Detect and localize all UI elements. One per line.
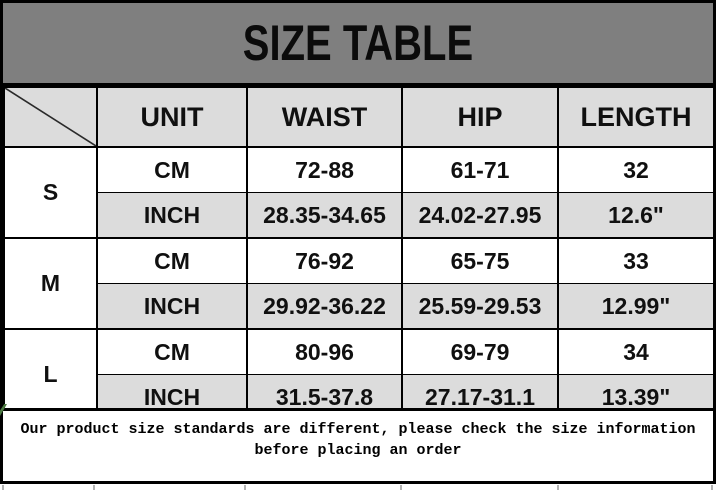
disclaimer-note: Our product size standards are different… <box>3 408 713 481</box>
grid-tick <box>400 485 402 490</box>
column-header-length: LENGTH <box>557 86 715 148</box>
unit-cell: CM <box>96 328 248 375</box>
column-header-waist: WAIST <box>246 86 403 148</box>
page-title: SIZE TABLE <box>242 15 474 71</box>
table-row-s-cm: S CM 72-88 61-71 32 <box>3 146 715 239</box>
hip-cell: 61-71 <box>401 146 559 193</box>
column-header-unit: UNIT <box>96 86 248 148</box>
grid-tick <box>93 485 95 490</box>
unit-cell: CM <box>96 146 248 193</box>
header-row: UNIT WAIST HIP LENGTH <box>3 86 715 148</box>
column-header-hip: HIP <box>401 86 559 148</box>
length-cell: 12.6" <box>557 192 715 239</box>
diagonal-line-icon <box>5 88 96 146</box>
size-label-m: M <box>3 237 98 330</box>
grid-tick <box>244 485 246 490</box>
unit-cell: CM <box>96 237 248 284</box>
disclaimer-line-2: before placing an order <box>254 442 462 459</box>
hip-cell: 69-79 <box>401 328 559 375</box>
grid-tick <box>2 485 4 490</box>
cropped-next-row-edge <box>0 484 719 490</box>
waist-cell: 29.92-36.22 <box>246 283 403 330</box>
waist-cell: 28.35-34.65 <box>246 192 403 239</box>
length-cell: 34 <box>557 328 715 375</box>
title-banner: SIZE TABLE <box>3 3 713 86</box>
unit-cell: INCH <box>96 192 248 239</box>
disclaimer-line-1: Our product size standards are different… <box>20 421 696 438</box>
table-row-m-cm: M CM 76-92 65-75 33 <box>3 237 715 330</box>
hip-cell: 25.59-29.53 <box>401 283 559 330</box>
grid-tick <box>711 485 713 490</box>
length-cell: 33 <box>557 237 715 284</box>
table-row-l-cm: L CM 80-96 69-79 34 <box>3 328 715 421</box>
size-label-l: L <box>3 328 98 421</box>
green-edge-artifact <box>0 404 7 416</box>
waist-cell: 80-96 <box>246 328 403 375</box>
size-label-s: S <box>3 146 98 239</box>
size-table: UNIT WAIST HIP LENGTH S CM 72-88 61-71 3… <box>3 86 715 421</box>
waist-cell: 76-92 <box>246 237 403 284</box>
hip-cell: 24.02-27.95 <box>401 192 559 239</box>
length-cell: 12.99" <box>557 283 715 330</box>
table-row-m-inch: INCH 29.92-36.22 25.59-29.53 12.99" <box>4 283 715 330</box>
hip-cell: 65-75 <box>401 237 559 284</box>
grid-tick <box>557 485 559 490</box>
waist-cell: 72-88 <box>246 146 403 193</box>
unit-cell: INCH <box>96 283 248 330</box>
length-cell: 32 <box>557 146 715 193</box>
diagonal-header-cell <box>3 86 98 148</box>
table-row-s-inch: INCH 28.35-34.65 24.02-27.95 12.6" <box>4 192 715 239</box>
